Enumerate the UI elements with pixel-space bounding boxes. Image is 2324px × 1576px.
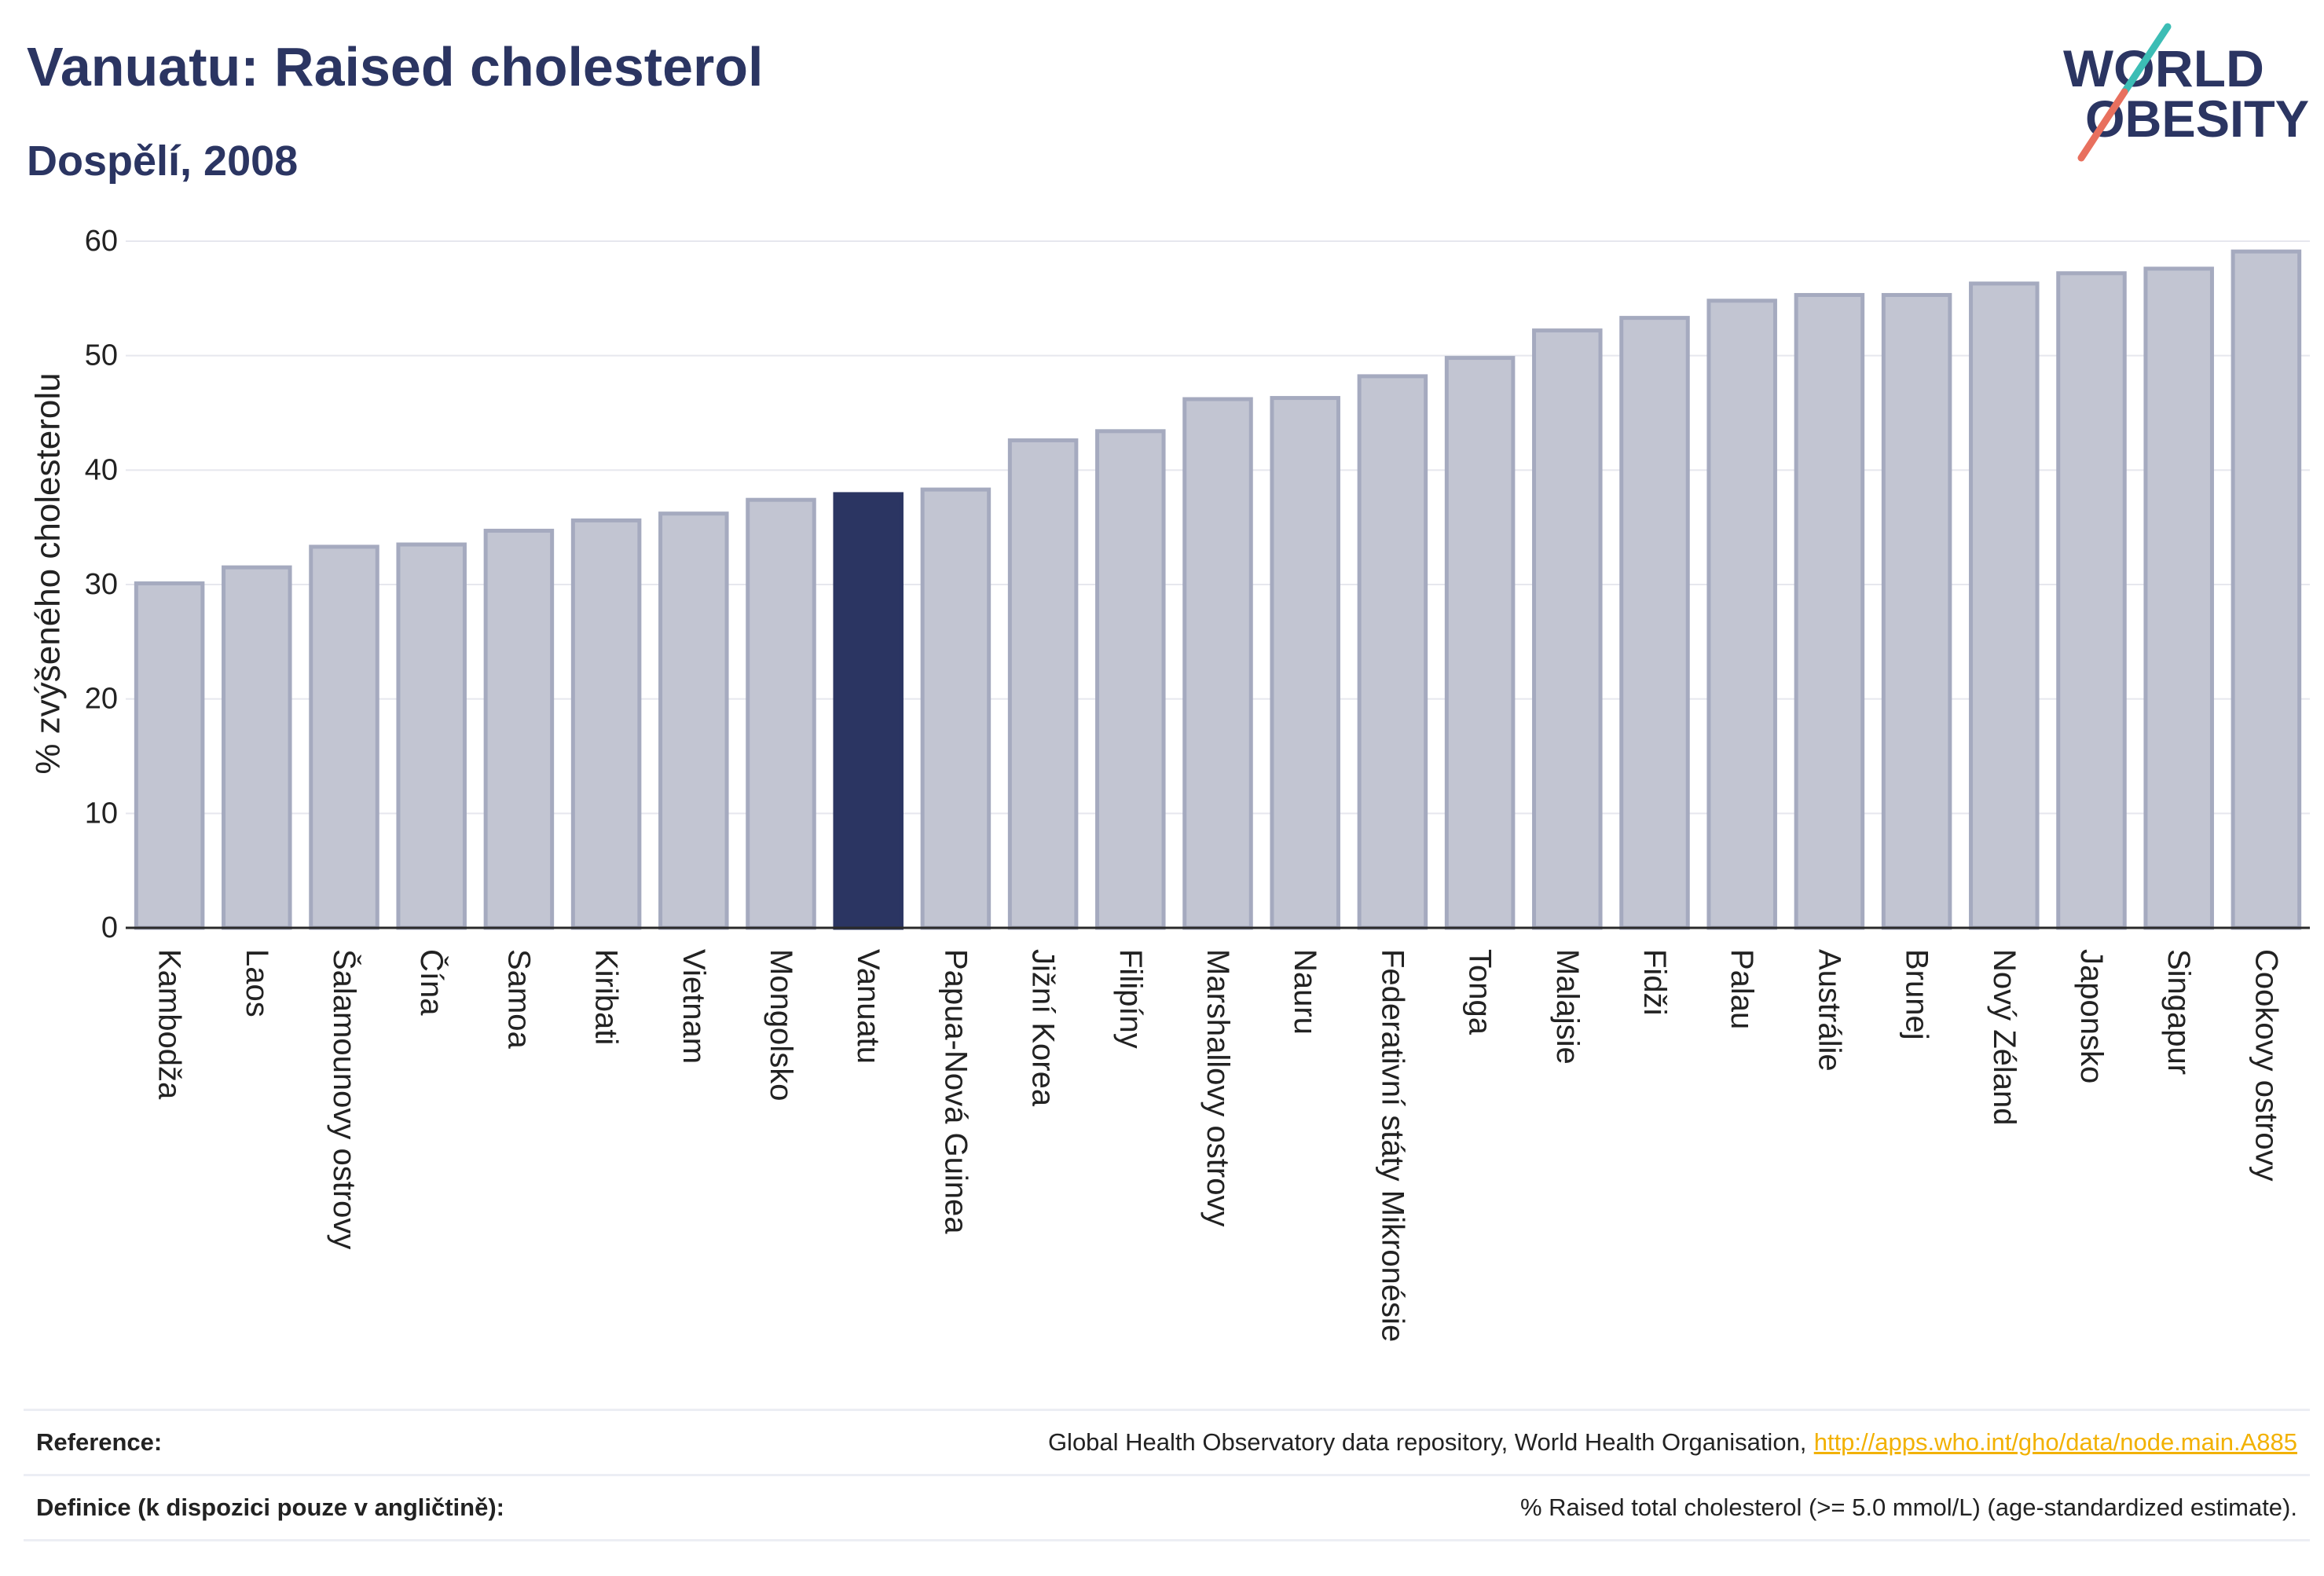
definition-row: Definice (k dispozici pouze v angličtině…: [24, 1474, 2310, 1541]
bar-highlighted: [833, 492, 904, 930]
definition-label: Definice (k dispozici pouze v angličtině…: [36, 1494, 504, 1521]
x-tick-label: Jižní Korea: [1026, 949, 1061, 1107]
x-tick-label: Austrálie: [1812, 949, 1846, 1072]
y-tick-label: 40: [85, 453, 118, 486]
bar: [1357, 374, 1428, 930]
x-tick-label: Mongolsko: [764, 949, 798, 1101]
logo-slash-teal: [2121, 23, 2172, 96]
x-tick-label: Cookovy ostrovy: [2249, 949, 2283, 1182]
world-obesity-logo: WORLD OBESITY: [2063, 23, 2309, 162]
y-tick-label: 30: [85, 568, 118, 601]
x-tick-label: Federativní státy Mikronésie: [1375, 949, 1409, 1342]
bar: [483, 529, 555, 930]
bar: [1619, 316, 1690, 930]
bar: [396, 542, 467, 930]
bar: [309, 544, 379, 930]
bar: [1794, 292, 1865, 930]
y-tick-label: 60: [85, 225, 118, 258]
bar: [1270, 396, 1340, 930]
definition-text: % Raised total cholesterol (>= 5.0 mmol/…: [1519, 1494, 2297, 1521]
bar: [1007, 438, 1079, 930]
bar-chart: 0 10 20 30 40 50 60 Kambodža Laos Šalamounovy os…: [29, 225, 2310, 1342]
x-tick-label: Brunej: [1900, 949, 1934, 1040]
chart-subtitle: Dospělí, 2008: [27, 137, 299, 185]
bar: [1881, 292, 1952, 930]
bar: [222, 565, 292, 930]
bar: [2143, 266, 2214, 930]
x-tick-label: Samoa: [501, 949, 536, 1049]
x-tick-label: Palau: [1725, 949, 1759, 1029]
bar: [1444, 356, 1516, 930]
chart-title: Vanuatu: Raised cholesterol: [27, 36, 764, 97]
y-tick-label: 10: [85, 797, 118, 830]
y-tick-label: 20: [85, 683, 118, 716]
footer: Reference: Global Health Observatory dat…: [24, 1409, 2310, 1541]
x-tick-label: Vietnam: [676, 949, 711, 1064]
x-tick-label: Papua-Nová Guinea: [938, 949, 973, 1234]
bar: [570, 518, 642, 930]
y-axis-title: % zvýšeného cholesterolu: [29, 372, 68, 774]
x-tick-label: Kambodža: [152, 949, 187, 1100]
x-tick-label: Fidži: [1637, 949, 1672, 1015]
reference-link[interactable]: http://apps.who.int/gho/data/node.main.A…: [1813, 1428, 2297, 1456]
bars: [134, 249, 2302, 930]
bar: [658, 511, 729, 930]
x-tick-label: Tonga: [1463, 949, 1497, 1035]
bar: [1095, 429, 1166, 930]
x-tick-label: Laos: [240, 949, 274, 1017]
y-tick-label: 0: [101, 911, 118, 944]
y-tick-label: 50: [85, 339, 118, 372]
x-axis-ticks: Kambodža Laos Šalamounovy ostrovy Čína Samoa…: [152, 949, 2284, 1342]
x-tick-label: Nový Zéland: [1987, 949, 2022, 1126]
bar: [1182, 397, 1253, 930]
logo-word-world: WORLD: [2063, 39, 2264, 97]
bar: [1532, 328, 1603, 930]
x-tick-label: Filipíny: [1113, 949, 1148, 1049]
bar: [2231, 249, 2302, 930]
bar: [2056, 271, 2127, 930]
x-tick-label: Nauru: [1288, 949, 1322, 1035]
x-tick-label: Japonsko: [2074, 949, 2109, 1083]
y-axis-ticks: 0 10 20 30 40 50 60: [85, 225, 118, 944]
reference-text: Global Health Observatory data repositor…: [1047, 1428, 1807, 1456]
reference-value: Global Health Observatory data repositor…: [1048, 1428, 2297, 1457]
bar: [746, 497, 816, 930]
x-tick-label: Čína: [414, 949, 449, 1016]
bar: [920, 487, 992, 930]
x-tick-label: Vanuatu: [851, 949, 885, 1064]
bar: [1969, 281, 2040, 930]
x-tick-label: Malajsie: [1550, 949, 1585, 1065]
reference-label: Reference:: [36, 1428, 163, 1456]
reference-row: Reference: Global Health Observatory dat…: [24, 1409, 2310, 1474]
logo-slash-coral: [2077, 88, 2128, 162]
x-tick-label: Šalamounovy ostrovy: [327, 949, 362, 1249]
bar: [1706, 299, 1777, 930]
x-tick-label: Kiribati: [589, 949, 624, 1045]
x-tick-label: Marshallovy ostrovy: [1200, 949, 1235, 1226]
bar: [134, 581, 205, 930]
x-tick-label: Singapur: [2161, 949, 2196, 1075]
